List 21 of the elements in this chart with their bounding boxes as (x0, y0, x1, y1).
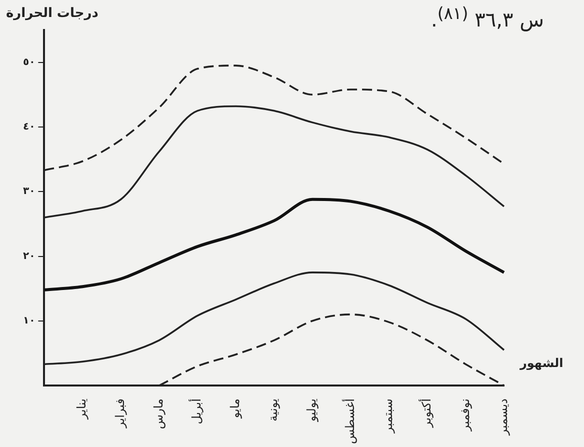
y-tick-label: ٣٠ (22, 186, 36, 198)
x-axis-title: الشهور (520, 356, 564, 370)
line-series (42, 198, 506, 292)
y-tick-label: ٢٠ (22, 250, 36, 262)
annotation: س ٣٦,٣ $^{(٨١)}$. (431, 4, 544, 32)
y-tick-label: ١٠ (22, 315, 36, 326)
x-tick-label: يناير (74, 398, 89, 420)
x-tick-label: أبريل (188, 398, 204, 424)
x-tick-label: فبراير (112, 398, 127, 429)
x-tick-label: نوفمبر (458, 398, 472, 432)
x-tick-label: يونية (266, 398, 280, 422)
x-tick-label: يوليو (304, 398, 319, 423)
x-tick-label: مارس (151, 398, 166, 430)
y-tick-label: ٤٠ (22, 122, 36, 133)
y-tick-label: ٥٠ (22, 56, 36, 68)
x-tick-label: أغسطس (342, 398, 357, 444)
x-tick-label: سبتمبر (381, 398, 396, 434)
x-tick-label: مايو (228, 398, 242, 420)
y-axis-title: درجات الحرارة (6, 6, 98, 21)
x-tick-label: أكتوبر (418, 398, 434, 428)
x-tick-label: ديسمبر (496, 398, 510, 436)
